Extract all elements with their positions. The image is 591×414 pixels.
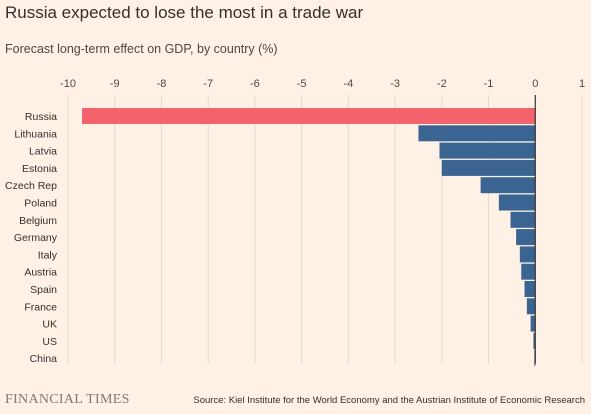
bar-spain: [524, 281, 536, 297]
category-label: US: [42, 336, 57, 348]
chart-subtitle: Forecast long-term effect on GDP, by cou…: [5, 42, 278, 56]
category-label: UK: [42, 319, 57, 331]
category-label: Russia: [25, 111, 57, 123]
bar-france: [526, 298, 536, 315]
category-label: Poland: [24, 198, 57, 210]
bars: [82, 108, 536, 367]
category-label: Lithuania: [14, 128, 57, 140]
category-label: China: [30, 353, 58, 365]
bar-austria: [521, 263, 536, 280]
bar-uk: [530, 315, 536, 332]
x-tick-label: -10: [60, 78, 76, 90]
bar-poland: [498, 194, 536, 211]
bar-germany: [516, 229, 536, 246]
x-tick-label: -4: [343, 78, 353, 90]
bar-lithuania: [418, 125, 536, 142]
category-label: Belgium: [19, 215, 57, 227]
x-tick-label: -8: [157, 78, 167, 90]
category-label: Germany: [14, 232, 58, 244]
bar-czech-rep: [480, 177, 536, 194]
x-tick-label: 0: [532, 78, 538, 90]
x-tick-label: -7: [203, 78, 213, 90]
x-tick-label: -3: [390, 78, 400, 90]
category-label: France: [24, 301, 57, 313]
x-tick-label: -1: [484, 78, 494, 90]
bar-latvia: [439, 142, 536, 159]
bar-italy: [519, 246, 536, 263]
category-label: Czech Rep: [5, 180, 57, 192]
category-label: Spain: [30, 284, 57, 296]
bar-us: [533, 332, 536, 349]
bar-belgium: [510, 211, 536, 228]
ft-logo: FINANCIAL TIMES: [5, 392, 130, 407]
x-axis-ticks: -10 -9 -8 -7 -6 -5 -4 -3 -2 -1 0 1: [60, 78, 585, 90]
bar-estonia: [441, 159, 536, 176]
source-note: Source: Kiel Institute for the World Eco…: [193, 395, 585, 406]
bar-russia: [82, 108, 536, 124]
category-labels: Russia Lithuania Latvia Estonia Czech Rep Pol…: [5, 111, 58, 365]
category-label: Latvia: [29, 146, 57, 158]
x-tick-label: -9: [110, 78, 120, 90]
category-label: Estonia: [22, 163, 57, 175]
x-tick-label: -5: [297, 78, 307, 90]
category-label: Austria: [24, 267, 57, 279]
category-label: Italy: [38, 249, 58, 261]
x-tick-label: -2: [437, 78, 447, 90]
x-tick-label: -6: [250, 78, 260, 90]
x-tick-label: 1: [579, 78, 585, 90]
chart-title: Russia expected to lose the most in a tr…: [5, 3, 364, 22]
